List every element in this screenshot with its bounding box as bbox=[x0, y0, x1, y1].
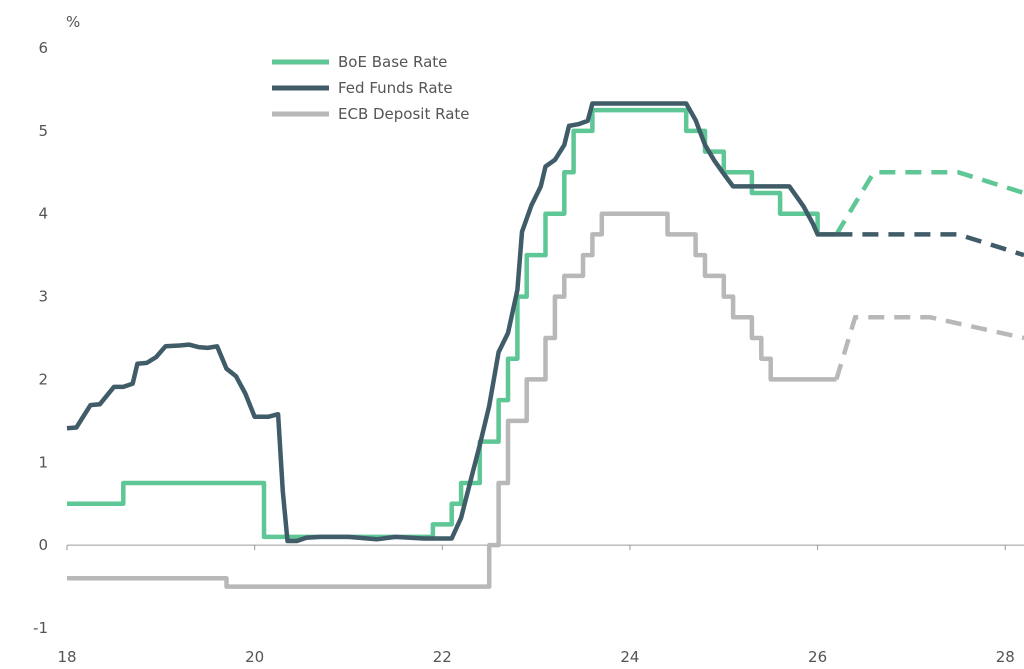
series-forecast-boe-base-rate bbox=[834, 170, 1024, 236]
series-line-ecb-deposit-rate bbox=[67, 211, 837, 589]
axes: 18 20 22 24 26 28 -1 0 1 2 3 4 5 6 bbox=[33, 39, 1024, 666]
legend-label: Fed Funds Rate bbox=[338, 79, 453, 97]
y-tick-label: 0 bbox=[38, 536, 48, 554]
x-tick-label: 28 bbox=[996, 648, 1015, 666]
x-tick-label: 18 bbox=[57, 648, 76, 666]
y-tick-label: 4 bbox=[38, 205, 48, 223]
y-tick-label: -1 bbox=[33, 619, 48, 637]
x-tick-label: 26 bbox=[808, 648, 827, 666]
y-tick-label: 6 bbox=[38, 39, 48, 57]
y-tick-label: 3 bbox=[38, 288, 48, 306]
y-unit-label: % bbox=[66, 13, 80, 31]
y-tick-label: 2 bbox=[38, 370, 48, 388]
x-tick-label: 24 bbox=[620, 648, 639, 666]
y-tick-label: 5 bbox=[38, 122, 48, 140]
series-layer bbox=[66, 101, 1024, 589]
series-line-fed-funds-rate bbox=[66, 101, 837, 544]
x-tick-label: 20 bbox=[245, 648, 264, 666]
legend: BoE Base Rate Fed Funds Rate ECB Deposit R… bbox=[272, 53, 470, 123]
y-tick-label: 1 bbox=[38, 453, 48, 471]
series-line-boe-base-rate bbox=[67, 107, 837, 540]
series-forecast-fed-funds-rate bbox=[836, 232, 1024, 258]
x-tick-label: 22 bbox=[433, 648, 452, 666]
series-forecast-ecb-deposit-rate bbox=[834, 315, 1024, 381]
legend-label: ECB Deposit Rate bbox=[338, 105, 470, 123]
legend-label: BoE Base Rate bbox=[338, 53, 447, 71]
